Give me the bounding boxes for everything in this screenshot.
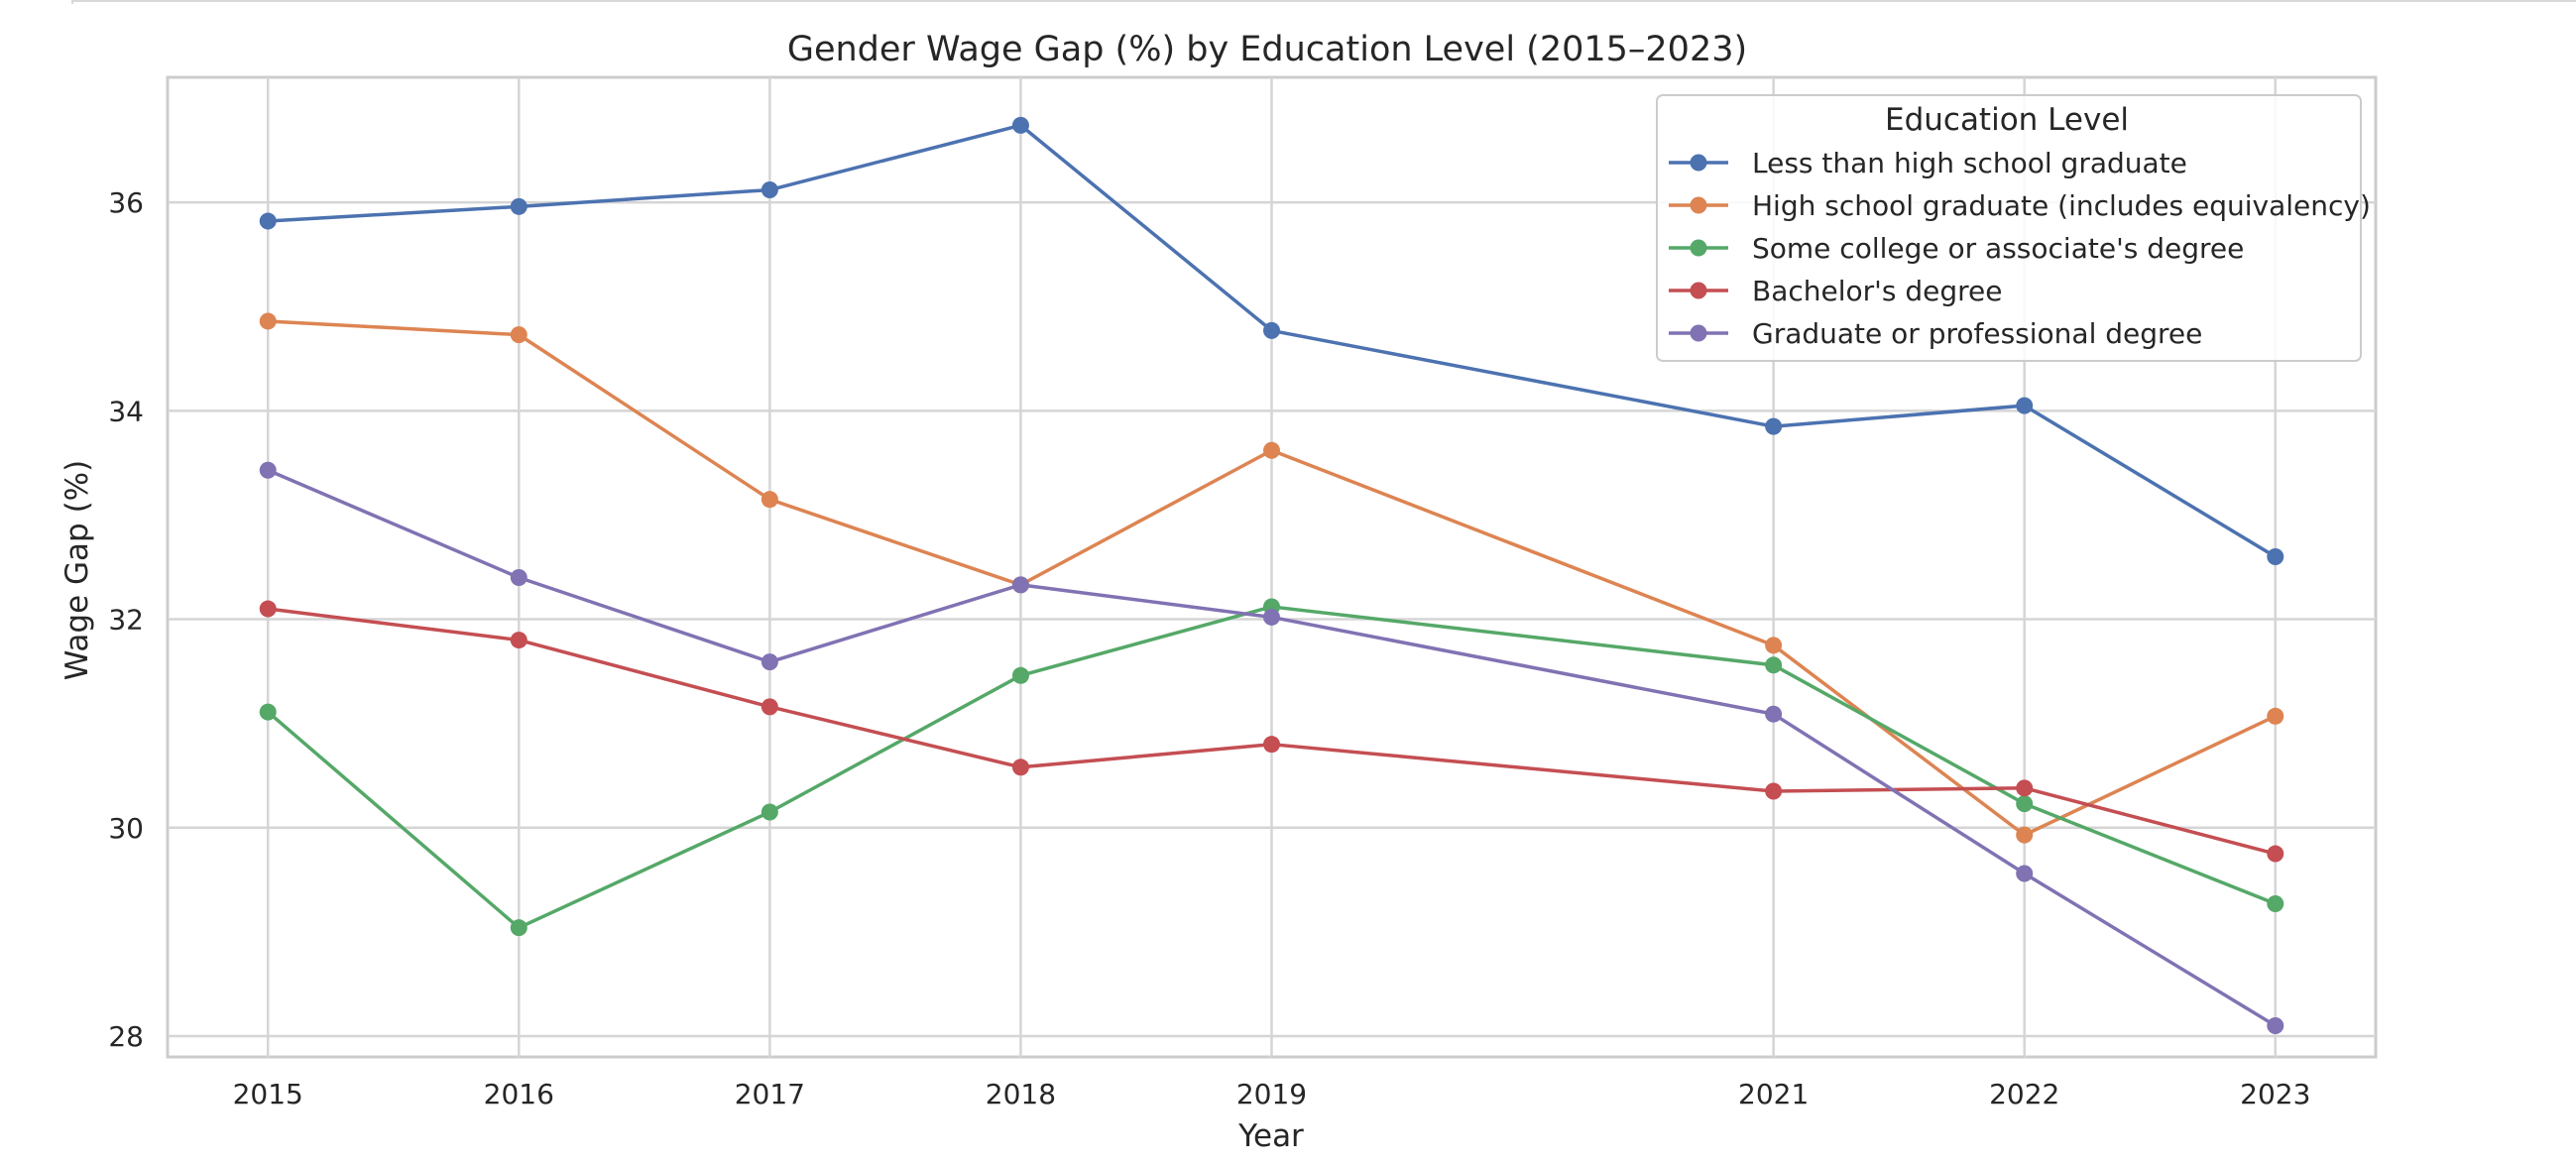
data-point (2267, 707, 2284, 725)
data-point (259, 312, 277, 330)
legend-marker (1690, 239, 1707, 257)
data-point (2267, 1016, 2284, 1034)
data-point (259, 600, 277, 618)
data-point (761, 491, 778, 509)
legend-label: Less than high school graduate (1752, 147, 2187, 179)
x-tick-label: 2019 (1236, 1078, 1307, 1110)
y-tick-label: 34 (108, 395, 144, 427)
data-point (1263, 736, 1280, 754)
data-point (510, 569, 527, 587)
y-axis-label: Wage Gap (%) (59, 460, 95, 680)
data-point (761, 181, 778, 199)
legend: Education Level Less than high school gr… (1656, 94, 2371, 362)
y-tick-label: 36 (108, 186, 144, 219)
legend-marker (1690, 282, 1707, 299)
data-point (1263, 441, 1280, 459)
data-point (1011, 116, 1029, 134)
series (259, 600, 2284, 863)
chart-title: Gender Wage Gap (%) by Education Level (… (787, 30, 1747, 69)
data-point (510, 919, 527, 937)
data-point (1011, 576, 1029, 594)
data-point (2016, 779, 2034, 797)
data-point (510, 632, 527, 649)
x-tick-label: 2015 (233, 1078, 303, 1110)
data-point (2267, 547, 2284, 565)
legend-label: Bachelor's degree (1752, 275, 2002, 307)
data-point (1263, 321, 1280, 339)
data-point (2016, 397, 2034, 414)
y-tick-label: 30 (108, 812, 144, 845)
y-tick-label: 28 (108, 1020, 144, 1053)
data-point (259, 212, 277, 230)
legend-item: Some college or associate's degree (1669, 232, 2244, 265)
data-point (761, 803, 778, 821)
legend-marker (1690, 154, 1707, 172)
data-point (510, 326, 527, 344)
page-frame (71, 0, 2576, 4)
x-tick-label: 2021 (1738, 1078, 1809, 1110)
series (259, 116, 2284, 565)
data-point (2016, 795, 2034, 813)
data-point (1765, 656, 1783, 674)
data-point (761, 653, 778, 671)
data-point (761, 698, 778, 716)
x-tick-label: 2016 (484, 1078, 554, 1110)
series-line (267, 468, 2277, 1027)
y-tick-label: 32 (108, 604, 144, 637)
x-tick-label: 2022 (1989, 1078, 2059, 1110)
data-point (510, 197, 527, 215)
legend-marker (1690, 196, 1707, 214)
legend-item: Graduate or professional degree (1669, 317, 2202, 350)
legend-title: Education Level (1885, 102, 2129, 138)
data-point (1765, 705, 1783, 723)
data-point (1765, 637, 1783, 654)
data-point (1011, 758, 1029, 776)
data-point (259, 703, 277, 721)
y-axis-ticks: 28 30 32 34 36 (108, 186, 144, 1053)
data-point (2016, 826, 2034, 844)
data-point (1263, 608, 1280, 626)
data-point (1765, 417, 1783, 435)
legend-label: Graduate or professional degree (1752, 317, 2202, 350)
legend-item: Bachelor's degree (1669, 275, 2002, 307)
series-line (268, 607, 2277, 856)
series-line (268, 319, 2277, 837)
series-line (267, 605, 2277, 930)
x-axis-label: Year (1237, 1118, 1304, 1154)
data-point (1011, 666, 1029, 684)
legend-items: Less than high school graduate High schoo… (1669, 147, 2371, 350)
legend-label: High school graduate (includes equivalen… (1752, 189, 2371, 222)
legend-marker (1690, 324, 1707, 342)
x-tick-label: 2017 (735, 1078, 805, 1110)
data-point (2267, 894, 2284, 912)
x-tick-label: 2023 (2240, 1078, 2310, 1110)
series (259, 461, 2284, 1034)
legend-item: Less than high school graduate (1669, 147, 2187, 179)
data-point (1765, 782, 1783, 800)
legend-label: Some college or associate's degree (1752, 232, 2244, 265)
series-layer (259, 116, 2284, 1034)
series-line (268, 123, 2277, 558)
x-axis-ticks: 2015 2016 2017 2018 2019 2021 2022 2023 (233, 1078, 2311, 1110)
series (259, 598, 2284, 937)
data-point (2267, 845, 2284, 863)
legend-box (1656, 94, 2362, 362)
data-point (259, 461, 277, 479)
x-tick-label: 2018 (986, 1078, 1056, 1110)
legend-item: High school graduate (includes equivalen… (1669, 189, 2371, 222)
data-point (2016, 865, 2034, 882)
